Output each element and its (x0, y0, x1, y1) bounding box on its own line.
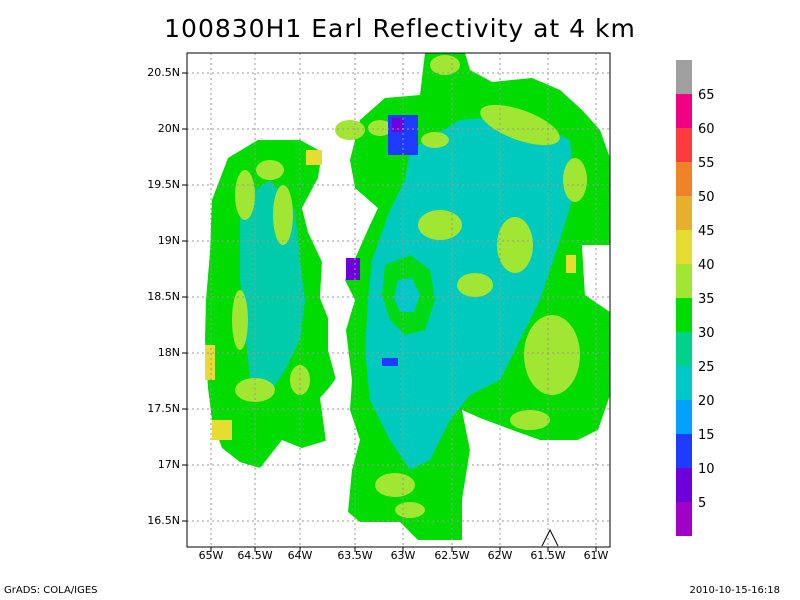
colorbar-swatch (676, 332, 692, 366)
colorbar-swatch (676, 468, 692, 502)
axis-ticks (182, 72, 597, 552)
colorbar-swatch (676, 230, 692, 264)
footer-timestamp: 2010-10-15-16:18 (689, 585, 780, 596)
grid-lines (187, 53, 610, 547)
colorbar-swatch (676, 298, 692, 332)
lat-label: 20N (157, 122, 180, 135)
lat-label: 17N (157, 458, 180, 471)
colorbar-swatch (676, 502, 692, 536)
footer-credit: GrADS: COLA/IGES (4, 585, 98, 596)
colorbar-swatch (676, 162, 692, 196)
colorbar-swatch (676, 60, 692, 94)
lon-label: 61.5W (530, 549, 566, 562)
eye-center (394, 278, 420, 312)
colorbar-label: 25 (698, 360, 715, 375)
colorbar (676, 60, 692, 536)
lat-label: 16.5N (147, 514, 180, 527)
lat-label: 19N (157, 234, 180, 247)
lat-label: 18N (157, 346, 180, 359)
colorbar-label: 60 (698, 122, 715, 137)
lon-label: 62W (487, 549, 513, 562)
colorbar-swatch (676, 264, 692, 298)
colorbar-label: 65 (698, 88, 715, 103)
colorbar-label: 40 (698, 258, 715, 273)
colorbar-label: 15 (698, 428, 715, 443)
colorbar-label: 55 (698, 156, 715, 171)
lon-label: 64.5W (237, 549, 273, 562)
colorbar-swatch (676, 434, 692, 468)
map-frame (186, 52, 611, 548)
lon-label: 65W (198, 549, 224, 562)
colorbar-label: 35 (698, 292, 715, 307)
lat-label: 20.5N (147, 66, 180, 79)
colorbar-label: 20 (698, 394, 715, 409)
strong-echo-patches (205, 150, 576, 440)
colorbar-swatch (676, 128, 692, 162)
lat-label: 18.5N (147, 290, 180, 303)
colorbar-swatch (676, 400, 692, 434)
position-marker-icon (541, 528, 559, 547)
map-title: 100830H1 Earl Reflectivity at 4 km (164, 14, 636, 43)
colorbar-swatch (676, 196, 692, 230)
colorbar-label: 5 (698, 496, 707, 511)
colorbar-label: 50 (698, 190, 715, 205)
lon-label: 62.5W (434, 549, 470, 562)
colorbar-label: 10 (698, 462, 715, 477)
lon-label: 63W (390, 549, 416, 562)
lon-label: 61W (583, 549, 609, 562)
lat-label: 17.5N (147, 402, 180, 415)
colorbar-label: 45 (698, 224, 715, 239)
lat-label: 19.5N (147, 178, 180, 191)
colorbar-label: 30 (698, 326, 715, 341)
lon-label: 63.5W (337, 549, 373, 562)
lon-label: 64W (287, 549, 313, 562)
colorbar-swatch (676, 94, 692, 128)
reflectivity-field (187, 53, 610, 547)
colorbar-swatch (676, 366, 692, 400)
